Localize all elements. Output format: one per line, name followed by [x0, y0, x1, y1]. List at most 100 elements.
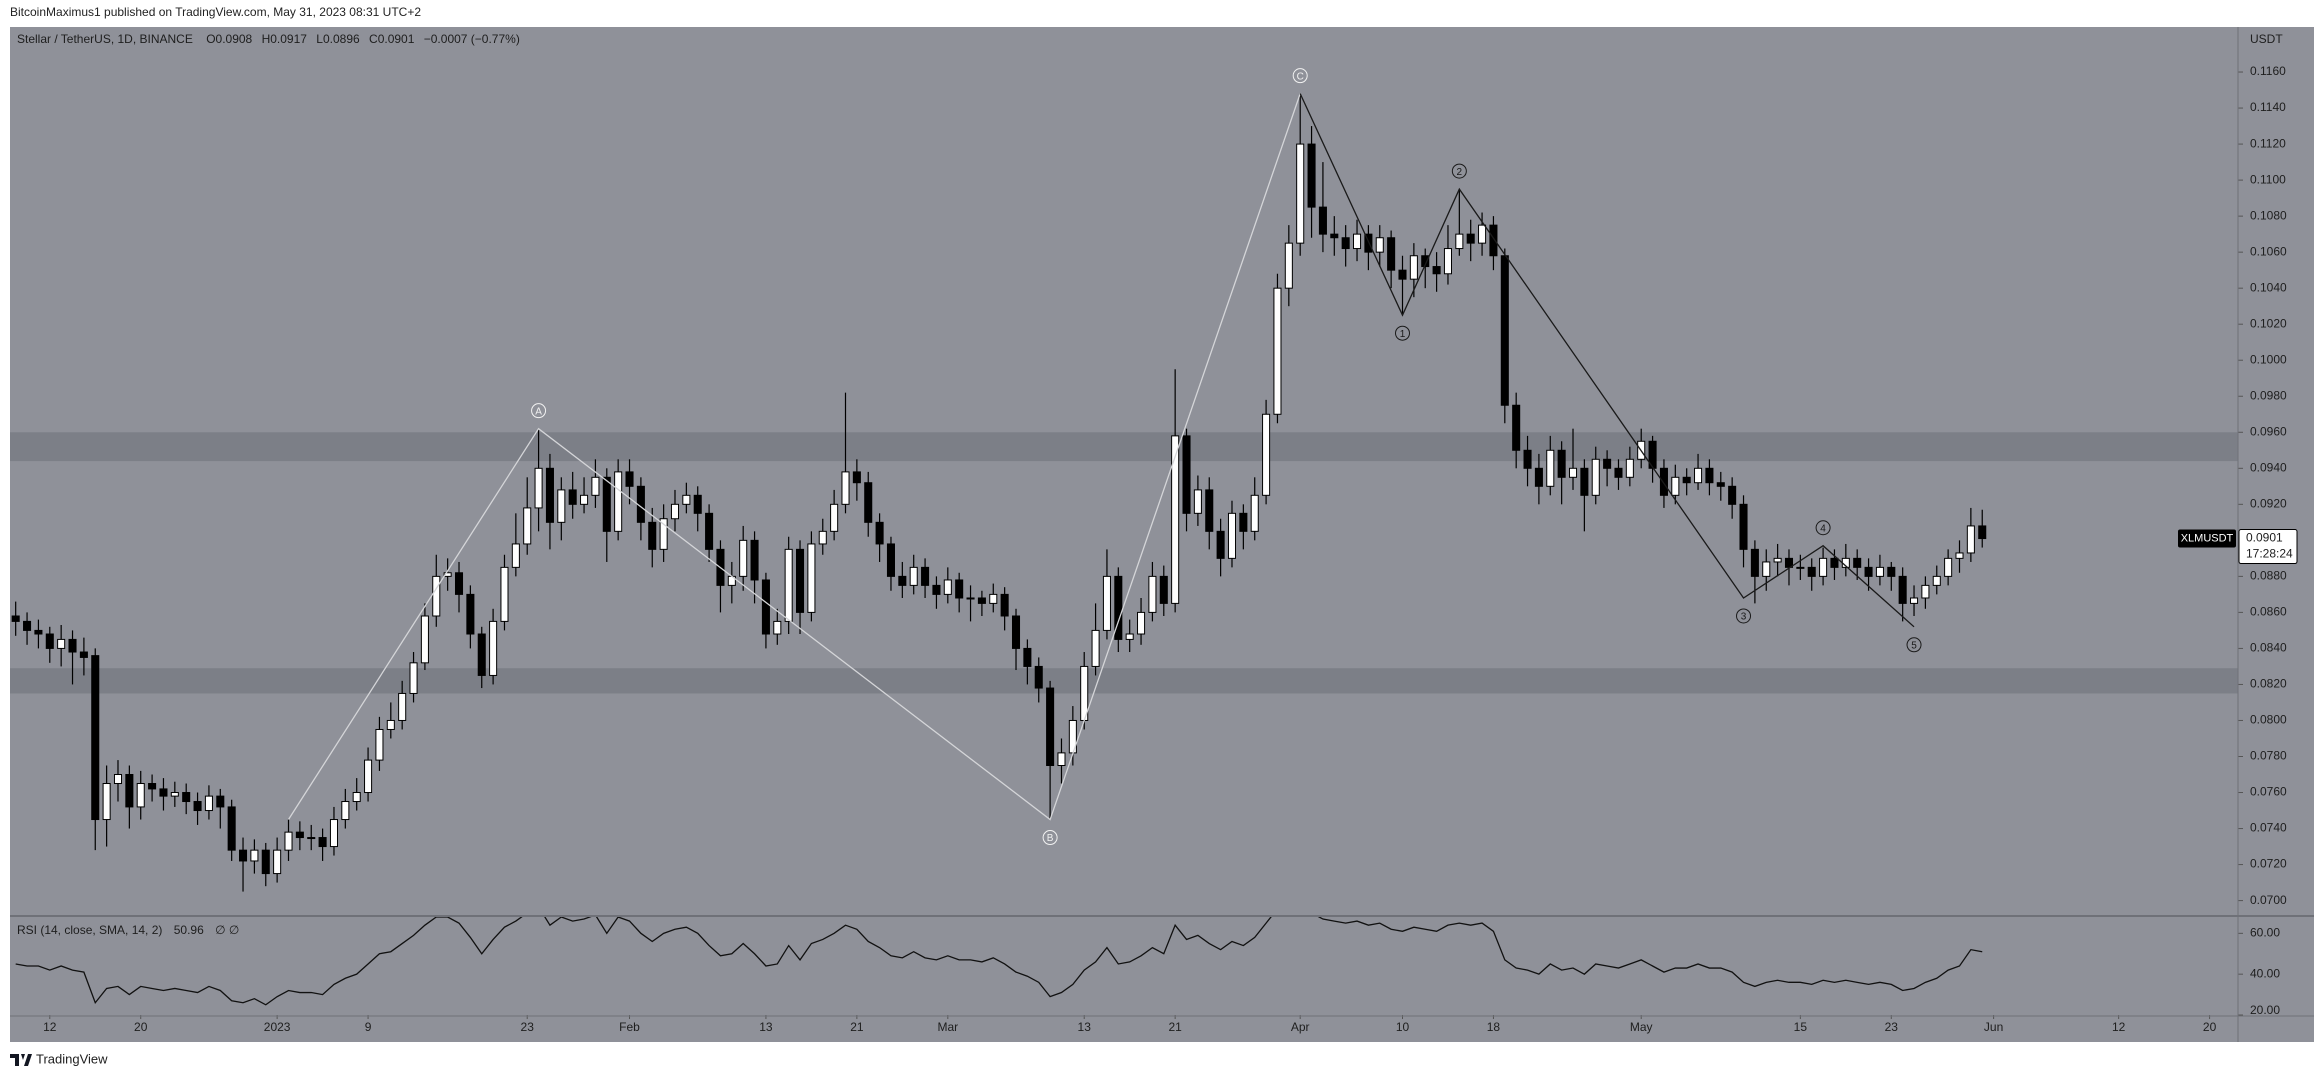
candle-body — [170, 792, 179, 797]
candle-body — [1910, 597, 1919, 604]
candle-body — [273, 849, 282, 875]
wave-label: 5 — [1911, 640, 1917, 651]
candle-body — [1216, 530, 1225, 559]
ohlc-value: 0.0896 — [323, 32, 360, 46]
candle-body — [989, 593, 998, 604]
wave-marker — [1042, 830, 1058, 846]
x-tick-label: 12 — [2112, 1020, 2126, 1034]
symbol-tag — [2178, 529, 2236, 548]
countdown: 17:28:24 — [2246, 547, 2293, 561]
candle-body — [796, 548, 805, 613]
zone — [10, 432, 2238, 462]
wave-marker — [1815, 520, 1831, 536]
candle-body — [125, 774, 134, 808]
candle-body — [1137, 611, 1146, 635]
candle-body — [1648, 440, 1657, 469]
candle-body — [1557, 449, 1566, 478]
price-tag-label: 0.0901 — [2246, 531, 2283, 545]
candle-body — [227, 806, 236, 851]
ohlc-label: O — [206, 32, 215, 46]
publisher: BitcoinMaximus1 published on TradingView… — [10, 5, 421, 19]
y-tick-label: 0.1160 — [2250, 64, 2286, 78]
y-tick-label: 0.0840 — [2250, 641, 2287, 655]
candle-body — [659, 518, 668, 550]
candle-body — [1296, 143, 1305, 244]
candle-body — [1875, 566, 1884, 577]
candle-body — [841, 471, 850, 505]
indicator-extra: ∅ ∅ — [215, 923, 239, 937]
ohlc-value: 0.0901 — [378, 32, 415, 46]
candle-body — [1034, 665, 1043, 689]
candle-body — [1171, 435, 1180, 604]
candle-body — [489, 620, 498, 676]
rsi-line — [15, 917, 1983, 1006]
candle-body — [830, 503, 839, 532]
x-tick-label: Apr — [1291, 1020, 1310, 1034]
candle-body — [614, 471, 623, 532]
candle-body — [1614, 467, 1623, 478]
wave-label: A — [535, 406, 542, 417]
candle-body — [182, 792, 191, 803]
candle-body — [1455, 233, 1464, 250]
wave-label: 4 — [1820, 523, 1826, 534]
candle-body — [148, 783, 157, 790]
candle-body — [898, 575, 907, 586]
candle-body — [1443, 248, 1452, 275]
candle-body — [1159, 575, 1168, 604]
candle-body — [466, 593, 475, 635]
candle-body — [1603, 458, 1612, 469]
candle-body — [295, 831, 304, 839]
candle-body — [386, 719, 395, 730]
candle-body — [693, 494, 702, 514]
y-tick-label: 0.1060 — [2250, 244, 2287, 258]
x-tick-label: Mar — [937, 1020, 958, 1034]
candle-body — [1625, 458, 1634, 478]
x-tick-label: 13 — [1078, 1020, 1092, 1034]
candle-body — [1966, 525, 1975, 554]
candle-body — [1750, 548, 1759, 577]
x-tick-label: 10 — [1396, 1020, 1410, 1034]
candle-body — [1716, 482, 1725, 487]
candle-body — [1512, 404, 1521, 451]
candle-body — [1262, 413, 1271, 496]
wave-marker — [1292, 68, 1308, 84]
candle-body — [670, 503, 680, 520]
symbol-title: Stellar / TetherUS, 1D, BINANCE — [17, 32, 193, 46]
candle-body — [545, 467, 554, 523]
candle-body — [909, 566, 918, 586]
x-tick-label: 13 — [759, 1020, 773, 1034]
wave-label: 2 — [1457, 167, 1463, 178]
candle-body — [454, 572, 464, 595]
candle-body — [23, 620, 32, 631]
candle-body — [784, 548, 793, 622]
wave-label: B — [1047, 833, 1054, 844]
candle-body — [943, 579, 952, 595]
candle-body — [750, 539, 759, 581]
wave-marker — [531, 403, 547, 419]
candle-body — [625, 471, 634, 487]
candle-body — [1762, 561, 1771, 577]
candle-body — [977, 597, 986, 604]
candle-body — [932, 584, 941, 595]
candle-body — [443, 572, 452, 577]
candle-body — [375, 728, 384, 761]
x-tick-label: 20 — [2203, 1020, 2217, 1034]
candle-body — [1807, 566, 1816, 577]
candle-body — [557, 489, 566, 523]
y-tick-label: 0.0740 — [2250, 821, 2287, 835]
candle-body — [1898, 575, 1907, 604]
indicator-name: RSI (14, close, SMA, 14, 2) — [17, 923, 162, 937]
rsi-tick-label: 20.00 — [2250, 1003, 2280, 1017]
candle-body — [284, 831, 293, 851]
candle-body — [216, 795, 225, 808]
y-tick-label: 0.0960 — [2250, 424, 2287, 438]
candle-body — [1387, 237, 1396, 271]
candle-body — [57, 638, 66, 649]
candle-body — [45, 633, 54, 649]
candle-body — [364, 759, 373, 794]
ohlc-value: 0.0917 — [270, 32, 307, 46]
candle-body — [1796, 566, 1805, 569]
y-tick-label: 0.0820 — [2250, 677, 2287, 691]
candle-body — [1000, 593, 1009, 617]
